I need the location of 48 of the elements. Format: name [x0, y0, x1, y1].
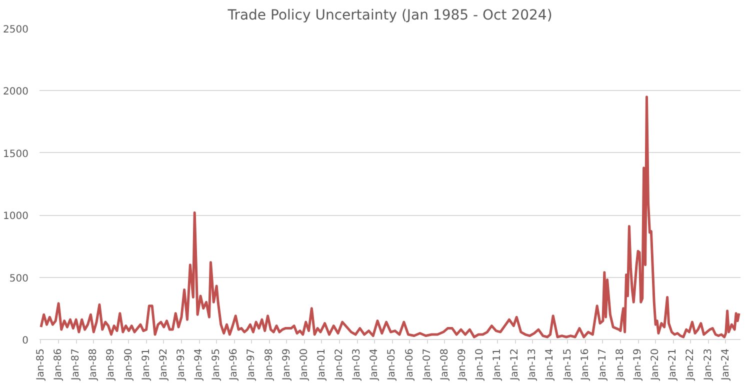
x-tick-label: Jan-88 — [88, 348, 100, 382]
x-tick-label: Jan-90 — [123, 348, 134, 382]
x-tick-label: Jan-16 — [580, 348, 591, 382]
y-tick-label: 2500 — [3, 24, 29, 36]
y-tick-label: 1000 — [3, 211, 29, 222]
x-tick-label: Jan-08 — [439, 348, 450, 382]
x-tick-label: Jan-00 — [298, 348, 310, 382]
x-tick-label: Jan-94 — [194, 348, 205, 382]
x-tick-label: Jan-06 — [404, 348, 416, 382]
y-tick-label: 0 — [22, 336, 29, 346]
x-tick-label: Jan-97 — [246, 348, 258, 382]
x-tick-label: Jan-19 — [632, 348, 644, 382]
y-tick-label: 2000 — [3, 86, 29, 98]
x-tick-label: Jan-22 — [685, 348, 696, 382]
x-tick-label: Jan-11 — [492, 348, 504, 382]
x-tick-label: Jan-20 — [650, 348, 662, 382]
x-tick-label: Jan-03 — [352, 348, 363, 382]
x-tick-label: Jan-01 — [316, 348, 328, 382]
x-tick-label: Jan-87 — [70, 348, 82, 382]
x-tick-label: Jan-96 — [228, 348, 240, 382]
x-tick-label: Jan-17 — [597, 348, 608, 382]
x-tick-label: Jan-10 — [474, 348, 486, 382]
y-tick-label: 500 — [9, 273, 29, 284]
line-series — [40, 96, 740, 338]
y-tick-label: 1500 — [3, 148, 29, 160]
x-tick-label: Jan-18 — [614, 348, 626, 382]
x-tick-label: Jan-07 — [422, 348, 433, 382]
x-tick-label: Jan-14 — [544, 348, 556, 382]
x-tick-label: Jan-93 — [176, 348, 187, 382]
chart-title: Trade Policy Uncertainty (Jan 1985 - Oct 2024) — [226, 8, 552, 24]
x-tick-label: Jan-95 — [211, 348, 222, 382]
x-tick-label: Jan-04 — [369, 348, 380, 382]
x-tick-label: Jan-21 — [668, 348, 679, 382]
x-tick-label: Jan-23 — [702, 348, 714, 382]
x-tick-label: Jan-92 — [158, 348, 170, 382]
x-tick-label: Jan-13 — [527, 348, 538, 382]
x-tick-label: Jan-12 — [510, 348, 521, 382]
x-tick-label: Jan-02 — [334, 348, 346, 382]
x-tick-label: Jan-91 — [140, 348, 152, 382]
x-tick-label: Jan-99 — [281, 348, 292, 382]
x-tick-label: Jan-89 — [106, 348, 117, 382]
x-tick-label: Jan-86 — [53, 348, 64, 382]
x-tick-label: Jan-09 — [456, 348, 468, 382]
x-tick-label: Jan-85 — [35, 348, 46, 382]
x-tick-label: Jan-98 — [264, 348, 275, 382]
x-tick-label: Jan-24 — [720, 348, 732, 382]
x-tick-label: Jan-15 — [562, 348, 574, 382]
x-tick-label: Jan-05 — [386, 348, 398, 382]
